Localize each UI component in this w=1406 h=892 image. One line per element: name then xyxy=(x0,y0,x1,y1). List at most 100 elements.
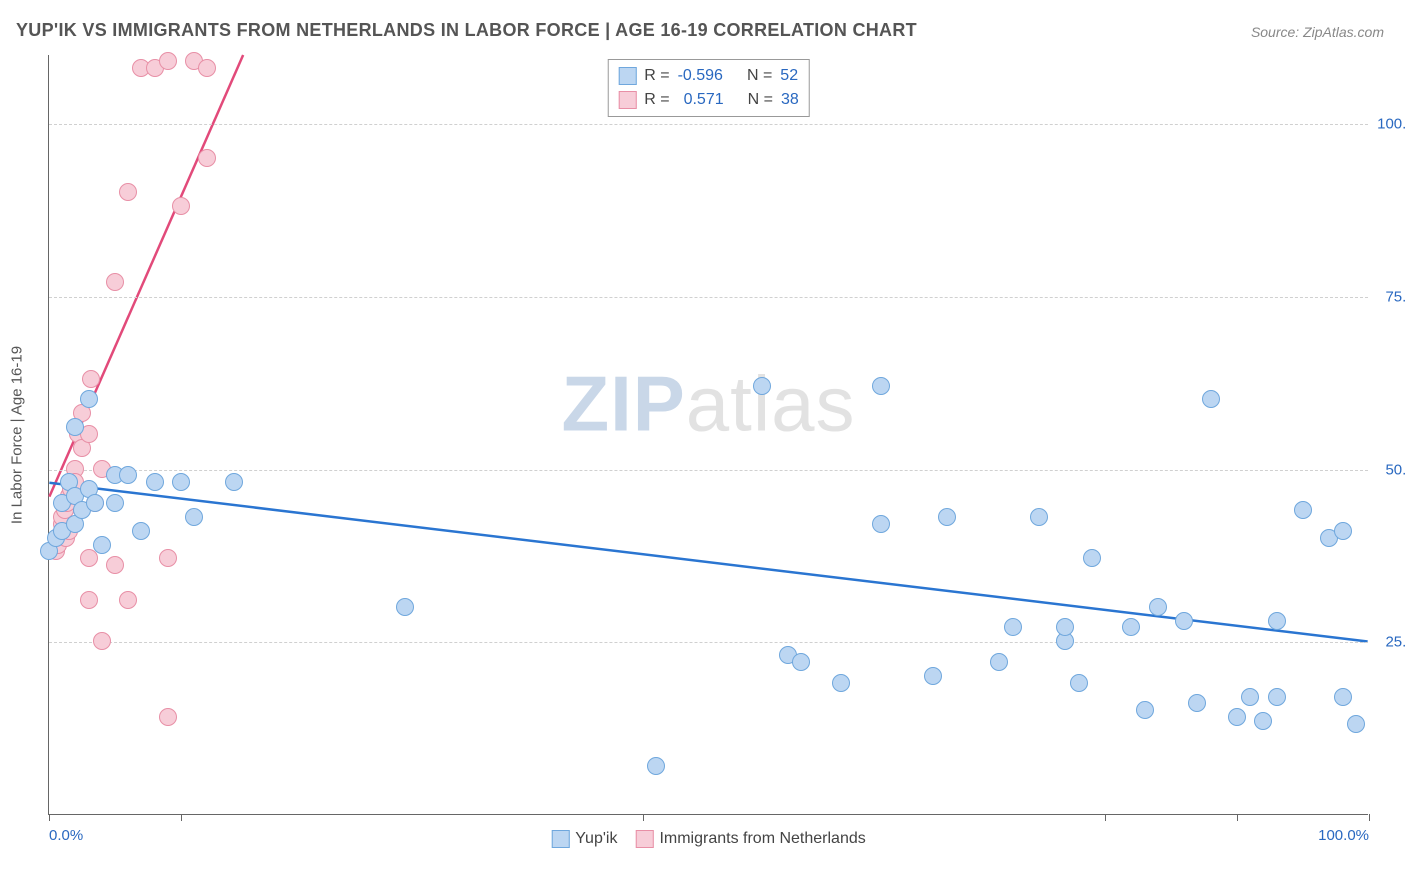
x-tick-label: 100.0% xyxy=(1318,827,1369,844)
watermark-atlas: atlas xyxy=(686,360,856,448)
x-tick xyxy=(49,814,50,821)
legend-item-pink: Immigrants from Netherlands xyxy=(635,830,865,848)
data-point-pink xyxy=(80,549,98,567)
y-tick-label: 50.0% xyxy=(1373,461,1406,478)
series-name-pink: Immigrants from Netherlands xyxy=(659,830,865,848)
data-point-blue xyxy=(1294,501,1312,519)
y-axis-title: In Labor Force | Age 16-19 xyxy=(9,345,26,523)
swatch-blue xyxy=(618,67,636,85)
n-value-blue: 52 xyxy=(780,64,798,88)
data-point-blue xyxy=(1334,522,1352,540)
data-point-blue xyxy=(1334,688,1352,706)
trend-line-blue xyxy=(49,483,1367,642)
data-point-blue xyxy=(938,508,956,526)
data-point-blue xyxy=(1122,618,1140,636)
data-point-blue xyxy=(1254,712,1272,730)
data-point-blue xyxy=(1004,618,1022,636)
gridline xyxy=(49,470,1368,471)
data-point-blue xyxy=(66,418,84,436)
data-point-pink xyxy=(159,708,177,726)
n-value-pink: 38 xyxy=(781,88,799,112)
chart-container: YUP'IK VS IMMIGRANTS FROM NETHERLANDS IN… xyxy=(0,0,1406,892)
data-point-blue xyxy=(1030,508,1048,526)
r-value-pink: 0.571 xyxy=(678,88,724,112)
data-point-blue xyxy=(225,473,243,491)
data-point-pink xyxy=(198,59,216,77)
x-tick xyxy=(1237,814,1238,821)
trend-lines xyxy=(49,55,1368,814)
swatch-pink xyxy=(618,91,636,109)
data-point-blue xyxy=(753,377,771,395)
r-value-blue: -0.596 xyxy=(678,64,723,88)
data-point-blue xyxy=(1083,549,1101,567)
series-legend: Yup'ik Immigrants from Netherlands xyxy=(551,830,866,848)
legend-row-pink: R = 0.571 N = 38 xyxy=(618,88,799,112)
data-point-pink xyxy=(159,549,177,567)
data-point-blue xyxy=(185,508,203,526)
data-point-blue xyxy=(146,473,164,491)
x-tick xyxy=(1369,814,1370,821)
gridline xyxy=(49,124,1368,125)
data-point-pink xyxy=(80,591,98,609)
data-point-blue xyxy=(132,522,150,540)
data-point-blue xyxy=(872,515,890,533)
data-point-pink xyxy=(106,273,124,291)
data-point-blue xyxy=(1070,674,1088,692)
data-point-blue xyxy=(1228,708,1246,726)
data-point-blue xyxy=(1268,612,1286,630)
y-tick-label: 100.0% xyxy=(1373,116,1406,133)
data-point-blue xyxy=(1175,612,1193,630)
data-point-blue xyxy=(647,757,665,775)
data-point-pink xyxy=(198,149,216,167)
data-point-blue xyxy=(990,653,1008,671)
data-point-blue xyxy=(106,494,124,512)
series-name-blue: Yup'ik xyxy=(575,830,617,848)
data-point-pink xyxy=(106,556,124,574)
legend-row-blue: R = -0.596 N = 52 xyxy=(618,64,799,88)
data-point-blue xyxy=(1188,694,1206,712)
data-point-blue xyxy=(832,674,850,692)
data-point-blue xyxy=(172,473,190,491)
y-tick-label: 25.0% xyxy=(1373,634,1406,651)
data-point-pink xyxy=(172,197,190,215)
data-point-blue xyxy=(1347,715,1365,733)
y-tick-label: 75.0% xyxy=(1373,288,1406,305)
data-point-blue xyxy=(119,466,137,484)
correlation-legend: R = -0.596 N = 52 R = 0.571 N = 38 xyxy=(607,59,810,117)
x-tick xyxy=(1105,814,1106,821)
data-point-pink xyxy=(82,370,100,388)
data-point-pink xyxy=(119,183,137,201)
data-point-blue xyxy=(86,494,104,512)
data-point-blue xyxy=(924,667,942,685)
r-label: R = xyxy=(644,88,669,112)
data-point-blue xyxy=(93,536,111,554)
data-point-blue xyxy=(1241,688,1259,706)
data-point-blue xyxy=(1136,701,1154,719)
data-point-blue xyxy=(1056,618,1074,636)
watermark-zip: ZIP xyxy=(561,360,685,448)
swatch-pink xyxy=(635,830,653,848)
gridline xyxy=(49,642,1368,643)
data-point-blue xyxy=(872,377,890,395)
plot-area: ZIPatlas In Labor Force | Age 16-19 R = … xyxy=(48,55,1368,815)
data-point-blue xyxy=(396,598,414,616)
source-attribution: Source: ZipAtlas.com xyxy=(1251,24,1384,40)
data-point-blue xyxy=(1202,390,1220,408)
x-tick-label: 0.0% xyxy=(49,827,83,844)
swatch-blue xyxy=(551,830,569,848)
data-point-blue xyxy=(1268,688,1286,706)
x-tick xyxy=(181,814,182,821)
n-label: N = xyxy=(748,88,773,112)
watermark: ZIPatlas xyxy=(561,359,855,450)
x-tick xyxy=(643,814,644,821)
legend-item-blue: Yup'ik xyxy=(551,830,617,848)
data-point-pink xyxy=(159,52,177,70)
data-point-blue xyxy=(792,653,810,671)
data-point-blue xyxy=(80,390,98,408)
data-point-pink xyxy=(119,591,137,609)
chart-title: YUP'IK VS IMMIGRANTS FROM NETHERLANDS IN… xyxy=(16,20,917,41)
data-point-pink xyxy=(93,632,111,650)
gridline xyxy=(49,297,1368,298)
data-point-blue xyxy=(1149,598,1167,616)
r-label: R = xyxy=(644,64,669,88)
